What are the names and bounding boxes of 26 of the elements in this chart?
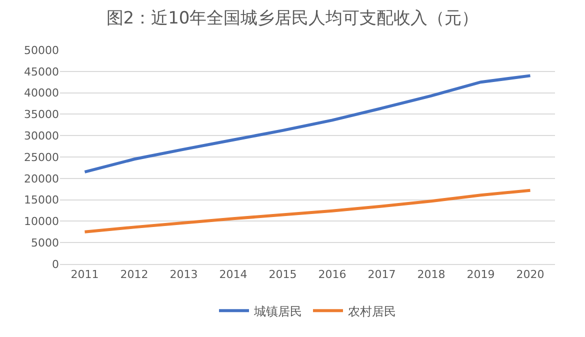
x-tick-label: 2015 (268, 268, 297, 282)
x-tick-label: 2019 (466, 268, 495, 282)
y-tick-label: 15000 (24, 194, 59, 207)
x-tick-label: 2017 (368, 268, 396, 282)
y-tick-label: 5000 (31, 236, 59, 250)
legend-label: 城镇居民 (253, 304, 302, 318)
x-tick-label: 2016 (318, 268, 346, 282)
x-tick-label: 2018 (417, 268, 446, 282)
y-tick-label: 0 (52, 258, 59, 271)
y-tick-label: 20000 (24, 172, 59, 186)
y-tick-label: 45000 (24, 65, 59, 78)
x-tick-label: 2014 (219, 268, 248, 282)
y-tick-label: 50000 (24, 44, 59, 57)
y-tick-label: 25000 (24, 150, 59, 164)
y-tick-label: 40000 (24, 86, 59, 100)
y-tick-label: 30000 (24, 129, 59, 142)
x-tick-label: 2020 (516, 268, 544, 282)
y-tick-label: 10000 (24, 215, 59, 228)
line-series (83, 74, 532, 174)
chart-title: 图2：近10年全国城乡居民人均可支配收入（元） (106, 8, 479, 29)
legend-label: 农村居民 (348, 304, 396, 318)
y-tick-label: 35000 (24, 108, 59, 122)
x-tick-label: 2012 (120, 268, 148, 282)
x-tick-label: 2013 (170, 268, 198, 282)
line-series (83, 188, 532, 234)
x-tick-label: 2011 (70, 268, 99, 282)
